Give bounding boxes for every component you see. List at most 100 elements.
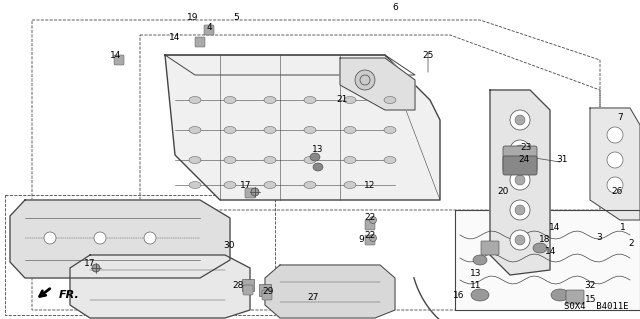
Ellipse shape (313, 163, 323, 171)
Text: 32: 32 (584, 280, 596, 290)
FancyBboxPatch shape (503, 156, 537, 175)
Text: 13: 13 (312, 145, 324, 154)
FancyBboxPatch shape (245, 188, 255, 198)
Circle shape (515, 205, 525, 215)
Text: 11: 11 (470, 280, 482, 290)
FancyBboxPatch shape (195, 37, 205, 47)
Ellipse shape (189, 157, 201, 164)
Ellipse shape (384, 157, 396, 164)
Polygon shape (490, 90, 550, 275)
FancyBboxPatch shape (481, 241, 499, 255)
Text: 9: 9 (358, 235, 364, 244)
FancyBboxPatch shape (365, 220, 375, 230)
Ellipse shape (189, 97, 201, 103)
Text: 23: 23 (520, 144, 532, 152)
Ellipse shape (344, 127, 356, 133)
Circle shape (515, 115, 525, 125)
Text: 25: 25 (422, 50, 434, 60)
Circle shape (94, 232, 106, 244)
Text: 13: 13 (470, 269, 482, 278)
Ellipse shape (344, 157, 356, 164)
Ellipse shape (224, 97, 236, 103)
Text: 17: 17 (240, 181, 252, 189)
Polygon shape (10, 200, 230, 278)
Text: 22: 22 (364, 213, 376, 222)
Circle shape (510, 110, 530, 130)
FancyBboxPatch shape (114, 55, 124, 65)
Text: 22: 22 (364, 231, 376, 240)
Text: 21: 21 (336, 95, 348, 105)
Ellipse shape (310, 153, 320, 161)
Text: S0X4  B4011E: S0X4 B4011E (564, 302, 628, 311)
Text: 26: 26 (611, 188, 623, 197)
FancyBboxPatch shape (242, 279, 254, 291)
Text: 27: 27 (307, 293, 319, 302)
Circle shape (360, 75, 370, 85)
Ellipse shape (304, 182, 316, 189)
Text: 14: 14 (110, 50, 122, 60)
FancyBboxPatch shape (243, 285, 253, 295)
Ellipse shape (264, 97, 276, 103)
Circle shape (144, 232, 156, 244)
Text: 19: 19 (188, 12, 199, 21)
Ellipse shape (251, 188, 259, 196)
Ellipse shape (264, 157, 276, 164)
Polygon shape (165, 55, 440, 200)
Text: 14: 14 (549, 224, 561, 233)
FancyBboxPatch shape (259, 284, 271, 296)
Polygon shape (590, 108, 640, 220)
Circle shape (515, 145, 525, 155)
Ellipse shape (224, 157, 236, 164)
Ellipse shape (344, 97, 356, 103)
Circle shape (607, 127, 623, 143)
Polygon shape (70, 255, 250, 318)
Text: 31: 31 (556, 155, 568, 165)
Ellipse shape (224, 127, 236, 133)
Text: 18: 18 (540, 235, 551, 244)
Ellipse shape (384, 127, 396, 133)
Ellipse shape (189, 182, 201, 189)
Circle shape (607, 152, 623, 168)
Circle shape (510, 200, 530, 220)
Text: 2: 2 (628, 239, 634, 248)
Text: 24: 24 (518, 155, 530, 165)
Ellipse shape (551, 289, 569, 301)
Circle shape (44, 232, 56, 244)
Ellipse shape (344, 182, 356, 189)
Circle shape (355, 70, 375, 90)
Ellipse shape (471, 289, 489, 301)
Text: 28: 28 (232, 280, 244, 290)
FancyBboxPatch shape (204, 25, 214, 35)
Ellipse shape (224, 182, 236, 189)
Text: 1: 1 (620, 224, 626, 233)
Ellipse shape (369, 234, 376, 241)
Ellipse shape (304, 127, 316, 133)
Ellipse shape (304, 97, 316, 103)
Text: 29: 29 (262, 286, 274, 295)
Circle shape (510, 140, 530, 160)
Ellipse shape (189, 127, 201, 133)
Ellipse shape (384, 97, 396, 103)
Text: 14: 14 (170, 33, 180, 41)
FancyBboxPatch shape (503, 146, 537, 172)
Circle shape (515, 175, 525, 185)
Text: 20: 20 (497, 188, 509, 197)
Text: 17: 17 (84, 258, 96, 268)
Text: 6: 6 (392, 4, 398, 12)
Text: 16: 16 (453, 291, 465, 300)
Circle shape (510, 170, 530, 190)
Text: 15: 15 (585, 294, 596, 303)
FancyBboxPatch shape (566, 290, 584, 304)
Ellipse shape (304, 157, 316, 164)
Circle shape (510, 230, 530, 250)
Polygon shape (340, 58, 415, 110)
Text: FR.: FR. (59, 290, 80, 300)
Circle shape (607, 177, 623, 193)
Circle shape (515, 235, 525, 245)
Polygon shape (265, 265, 395, 318)
Ellipse shape (264, 182, 276, 189)
Ellipse shape (264, 127, 276, 133)
Text: 3: 3 (596, 234, 602, 242)
Ellipse shape (369, 217, 376, 224)
Text: 7: 7 (617, 114, 623, 122)
